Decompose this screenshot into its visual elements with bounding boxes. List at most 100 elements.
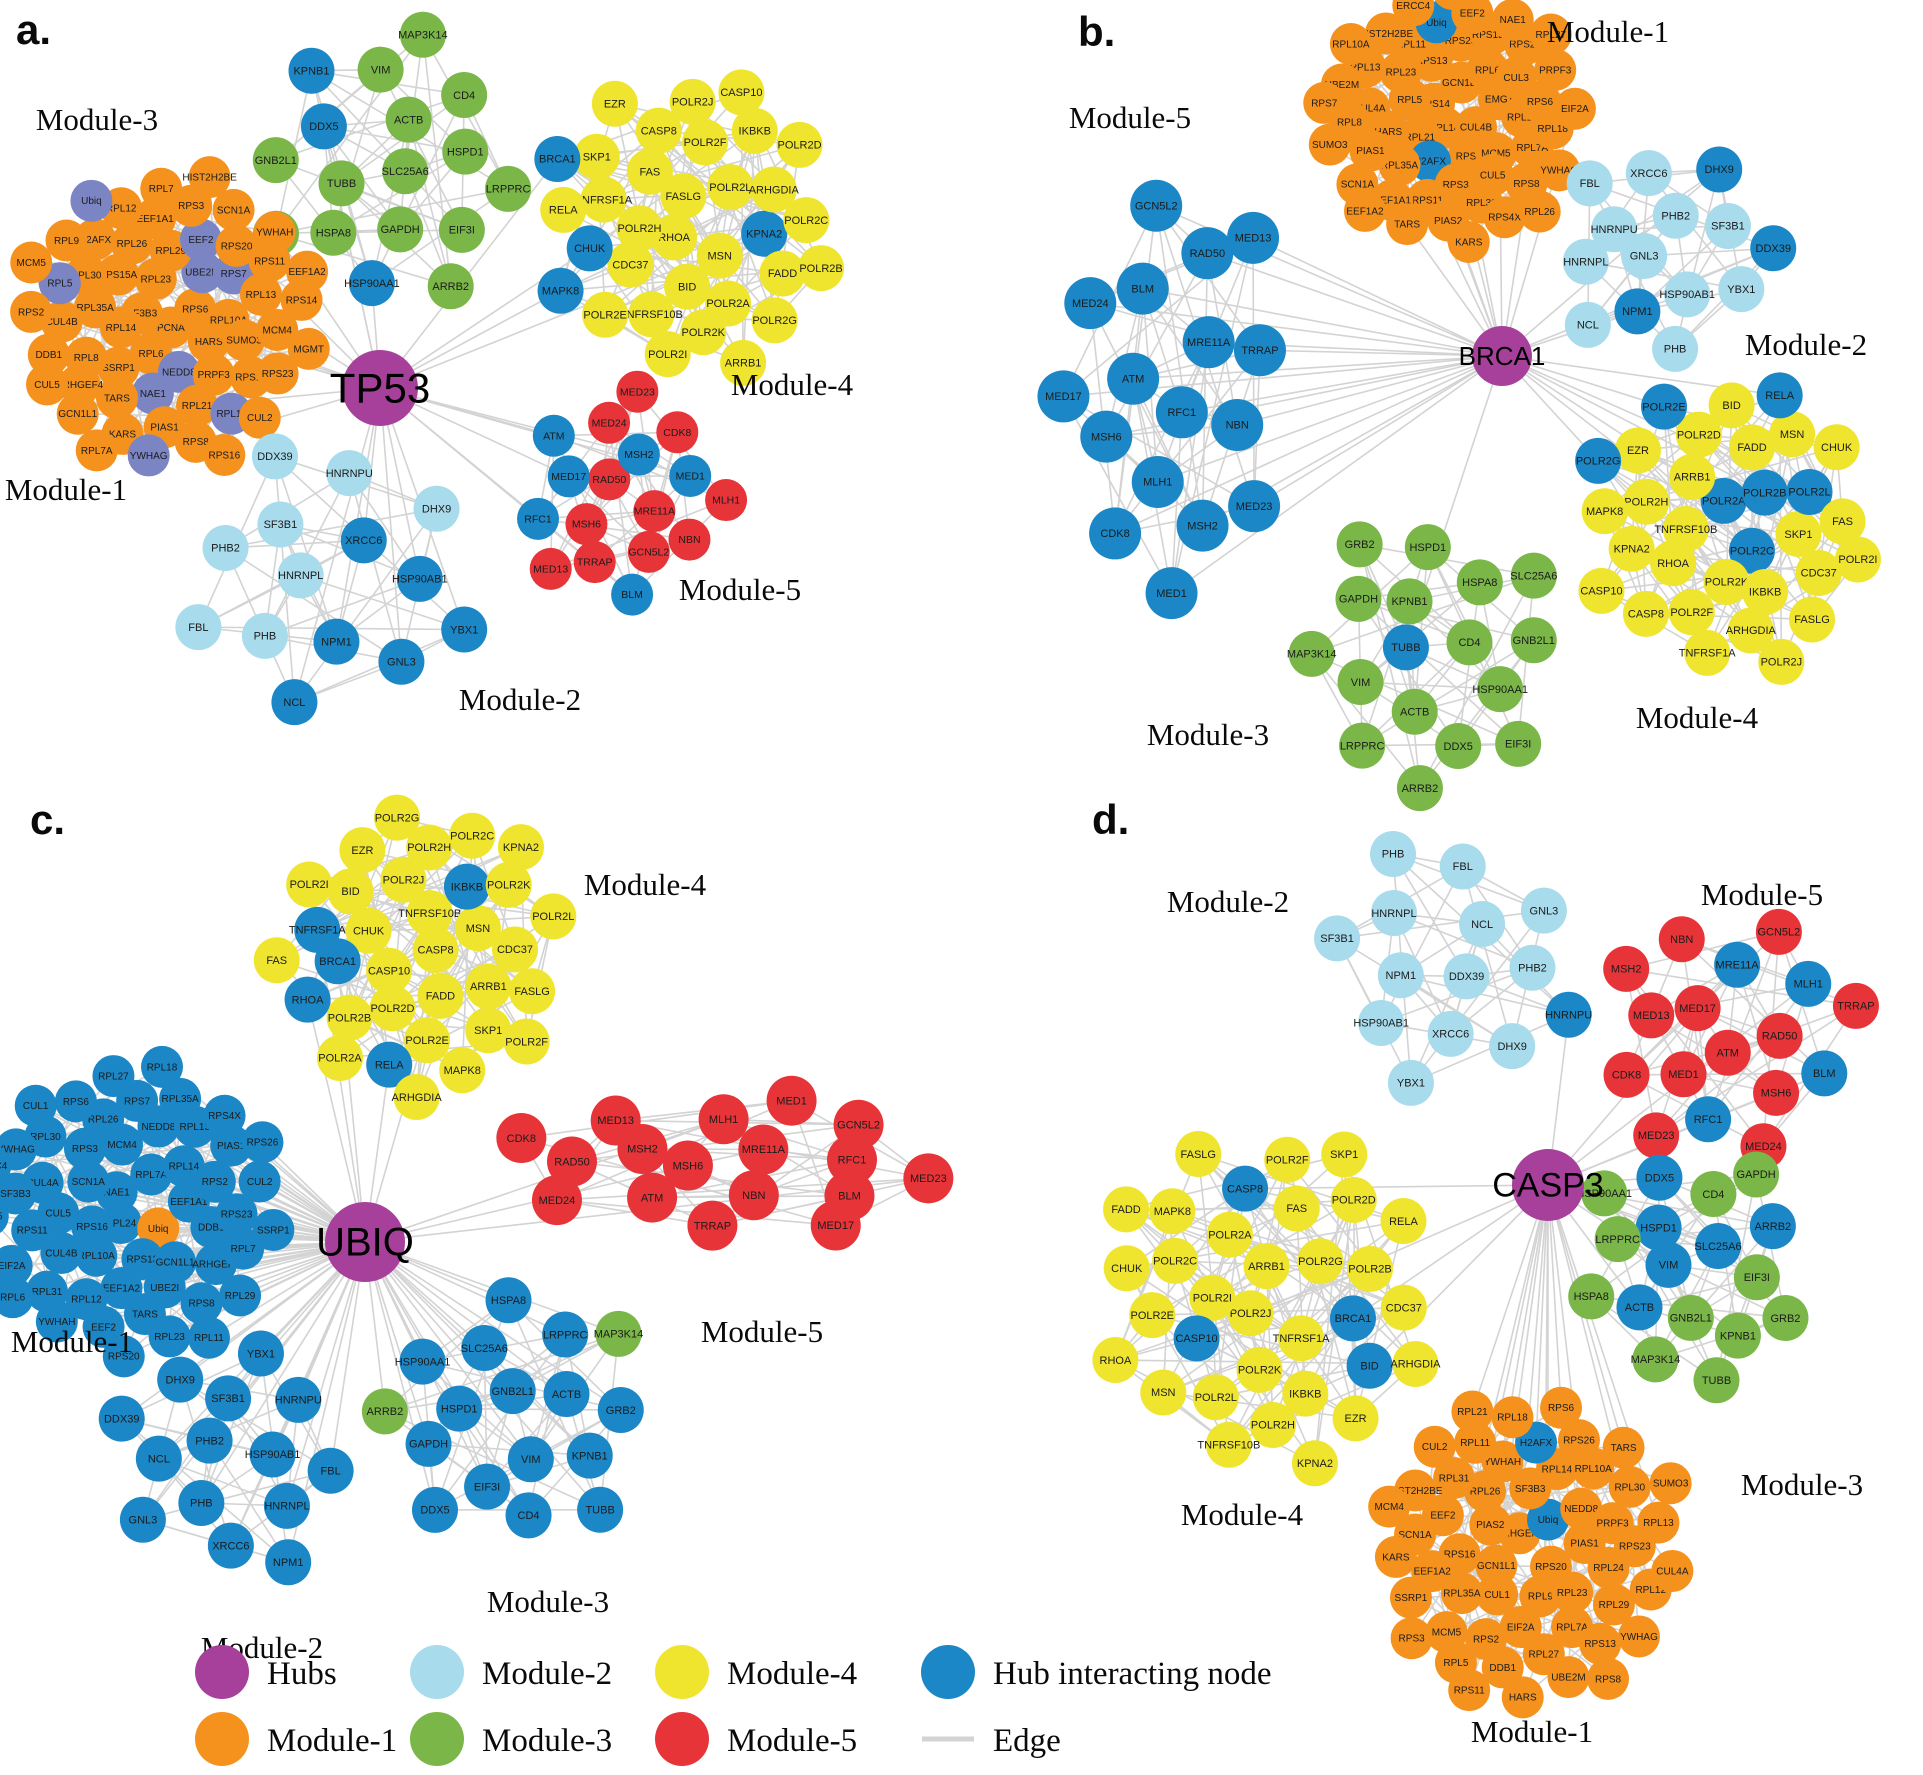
network-node[interactable]	[92, 1055, 135, 1098]
network-node[interactable]	[464, 1463, 511, 1510]
network-node[interactable]	[660, 173, 707, 220]
network-node[interactable]	[1273, 1185, 1320, 1232]
network-node[interactable]	[680, 309, 727, 356]
network-node[interactable]	[162, 1145, 205, 1188]
network-node[interactable]	[1652, 325, 1699, 372]
network-node[interactable]	[256, 352, 299, 395]
network-node[interactable]	[1704, 202, 1751, 249]
network-node[interactable]	[1685, 1096, 1732, 1143]
network-node[interactable]	[1205, 1421, 1252, 1468]
network-node[interactable]	[1173, 1315, 1220, 1362]
network-node[interactable]	[1614, 288, 1661, 335]
network-node[interactable]	[485, 1277, 532, 1324]
network-node[interactable]	[1228, 480, 1281, 533]
network-node[interactable]	[1801, 1050, 1848, 1097]
network-node[interactable]	[215, 224, 258, 267]
network-node[interactable]	[1377, 952, 1424, 999]
network-node[interactable]	[284, 976, 331, 1023]
network-node[interactable]	[1637, 1501, 1680, 1544]
network-node[interactable]	[1483, 196, 1526, 239]
network-node[interactable]	[588, 401, 631, 444]
network-node[interactable]	[669, 454, 712, 497]
network-node[interactable]	[27, 333, 70, 376]
network-node[interactable]	[318, 160, 365, 207]
network-node[interactable]	[1392, 1340, 1439, 1387]
network-node[interactable]	[67, 1160, 110, 1203]
network-node[interactable]	[263, 1482, 310, 1529]
network-node[interactable]	[399, 1338, 446, 1385]
network-node[interactable]	[26, 363, 69, 406]
network-node[interactable]	[682, 119, 729, 166]
network-node[interactable]	[1368, 1485, 1411, 1528]
network-node[interactable]	[0, 1172, 37, 1215]
network-node[interactable]	[1145, 567, 1198, 620]
network-node[interactable]	[669, 78, 716, 125]
network-node[interactable]	[366, 947, 413, 994]
network-node[interactable]	[497, 824, 544, 871]
network-node[interactable]	[1335, 575, 1382, 622]
hub-node[interactable]	[342, 350, 418, 426]
network-node[interactable]	[1390, 1617, 1433, 1660]
network-node[interactable]	[1718, 266, 1765, 313]
network-node[interactable]	[253, 937, 300, 984]
network-node[interactable]	[441, 72, 488, 119]
network-node[interactable]	[70, 179, 113, 222]
network-node[interactable]	[427, 263, 474, 310]
network-node[interactable]	[1669, 453, 1716, 500]
network-node[interactable]	[1332, 1395, 1379, 1442]
network-node[interactable]	[1756, 1012, 1803, 1059]
network-node[interactable]	[1553, 87, 1596, 130]
network-node[interactable]	[607, 241, 654, 288]
network-node[interactable]	[307, 1447, 354, 1494]
network-node[interactable]	[1440, 1572, 1483, 1615]
network-node[interactable]	[366, 1041, 413, 1088]
network-node[interactable]	[1339, 722, 1386, 769]
network-node[interactable]	[1785, 960, 1832, 1007]
network-node[interactable]	[485, 165, 532, 212]
network-node[interactable]	[537, 267, 584, 314]
network-node[interactable]	[783, 197, 830, 244]
network-node[interactable]	[294, 906, 341, 953]
network-node[interactable]	[1635, 1204, 1682, 1251]
network-node[interactable]	[1380, 1284, 1427, 1331]
network-node[interactable]	[1560, 1487, 1603, 1530]
network-node[interactable]	[348, 260, 395, 307]
network-node[interactable]	[393, 1074, 440, 1121]
network-node[interactable]	[687, 1200, 738, 1251]
network-node[interactable]	[121, 1238, 164, 1281]
network-node[interactable]	[1321, 1131, 1368, 1178]
network-node[interactable]	[10, 241, 53, 284]
network-node[interactable]	[159, 1077, 202, 1120]
network-node[interactable]	[148, 1315, 191, 1358]
network-node[interactable]	[404, 1017, 451, 1064]
network-node[interactable]	[1660, 1051, 1707, 1098]
network-node[interactable]	[485, 861, 532, 908]
network-node[interactable]	[1696, 146, 1743, 193]
network-node[interactable]	[1447, 221, 1490, 264]
network-node[interactable]	[1727, 607, 1774, 654]
network-node[interactable]	[1370, 831, 1417, 878]
network-node[interactable]	[1519, 1575, 1562, 1618]
network-node[interactable]	[707, 164, 754, 211]
network-node[interactable]	[1668, 589, 1715, 636]
network-node[interactable]	[443, 863, 490, 910]
network-node[interactable]	[1346, 1342, 1393, 1389]
network-node[interactable]	[1103, 1186, 1150, 1233]
network-node[interactable]	[1674, 985, 1721, 1032]
network-node[interactable]	[1236, 1346, 1283, 1393]
network-node[interactable]	[237, 1330, 284, 1377]
network-node[interactable]	[203, 433, 246, 476]
network-node[interactable]	[212, 188, 255, 231]
network-node[interactable]	[1495, 720, 1542, 767]
network-node[interactable]	[1625, 150, 1672, 197]
network-node[interactable]	[547, 455, 590, 498]
network-node[interactable]	[1834, 536, 1881, 583]
network-node[interactable]	[543, 1371, 590, 1418]
network-node[interactable]	[529, 547, 572, 590]
network-node[interactable]	[188, 156, 231, 199]
network-node[interactable]	[286, 861, 333, 908]
network-node[interactable]	[1386, 578, 1433, 625]
network-node[interactable]	[705, 479, 748, 522]
network-node[interactable]	[98, 1395, 145, 1442]
network-node[interactable]	[439, 1047, 486, 1094]
